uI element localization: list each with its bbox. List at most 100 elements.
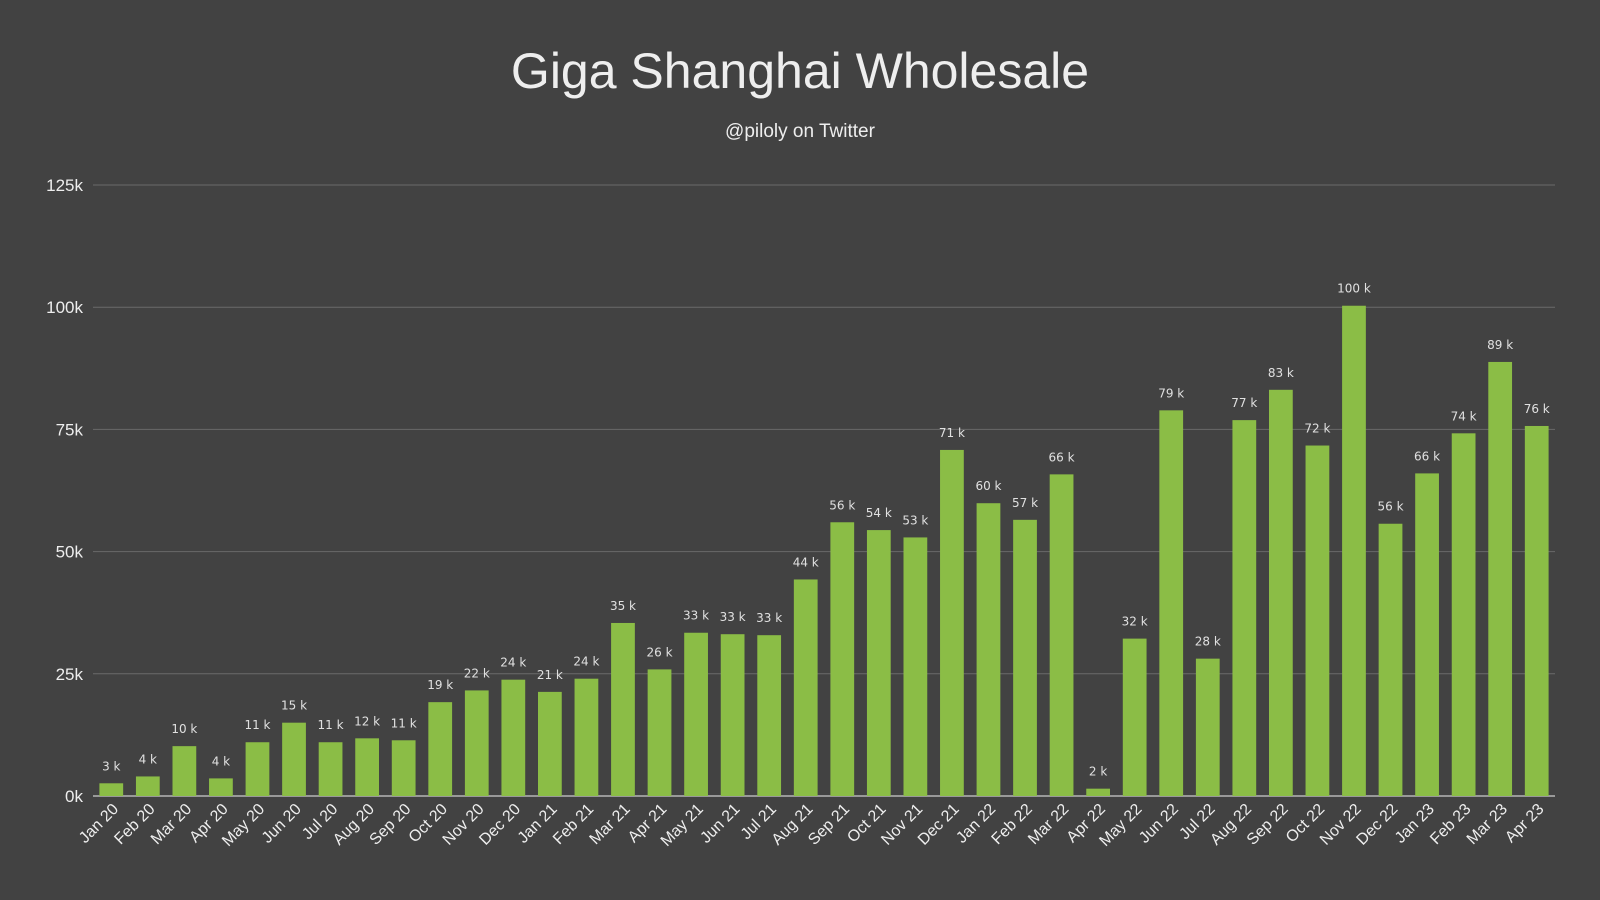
data-label: 22 k	[464, 666, 490, 680]
x-tick-label: Mar 20	[148, 801, 195, 848]
data-label: 66 k	[1049, 450, 1075, 464]
y-tick-label: 125k	[46, 176, 83, 195]
data-label: 77 k	[1231, 396, 1257, 410]
bar	[1013, 519, 1037, 796]
data-label: 72 k	[1304, 422, 1330, 436]
data-label: 33 k	[756, 611, 782, 625]
data-label: 35 k	[610, 599, 636, 613]
bar	[1268, 389, 1293, 796]
data-label: 54 k	[866, 506, 892, 520]
data-label: 32 k	[1122, 615, 1148, 629]
chart-title: Giga Shanghai Wholesale	[510, 43, 1090, 99]
bar	[611, 622, 635, 796]
bar	[940, 449, 964, 796]
data-label: 24 k	[500, 656, 526, 670]
data-label: 21 k	[537, 668, 563, 682]
data-label: 4 k	[139, 752, 157, 766]
data-label: 66 k	[1414, 449, 1440, 463]
data-label: 60 k	[975, 479, 1001, 493]
x-tick-label: Dec 22	[1353, 801, 1401, 849]
data-label: 56 k	[829, 498, 855, 512]
x-tick-label: Sep 21	[805, 801, 853, 849]
bar	[684, 632, 708, 796]
data-label: 53 k	[902, 513, 928, 527]
bar	[464, 690, 489, 796]
y-tick-label: 25k	[56, 665, 84, 684]
bar	[1342, 305, 1366, 796]
data-label: 3 k	[102, 759, 120, 773]
data-label: 83 k	[1268, 366, 1294, 380]
bar	[391, 740, 416, 796]
bar	[282, 722, 306, 796]
data-label: 24 k	[573, 655, 599, 669]
bar	[574, 678, 599, 796]
data-label: 71 k	[939, 426, 965, 440]
data-label: 11 k	[244, 718, 270, 732]
x-tick-label: Mar 21	[587, 801, 634, 848]
bar	[209, 778, 233, 796]
x-tick-label: Jun 20	[259, 801, 305, 847]
bar	[647, 669, 672, 796]
bar	[866, 530, 891, 796]
data-label: 2 k	[1089, 765, 1107, 779]
bar	[1415, 473, 1439, 796]
bar	[757, 635, 782, 796]
bar	[245, 742, 270, 796]
data-label: 26 k	[647, 645, 673, 659]
y-tick-label: 50k	[56, 543, 84, 562]
bar	[355, 738, 380, 796]
bar	[1195, 658, 1220, 796]
data-label: 57 k	[1012, 496, 1038, 510]
bar	[501, 679, 526, 796]
bar	[135, 776, 160, 796]
bar	[793, 579, 818, 796]
x-tick-label: Mar 22	[1025, 801, 1072, 848]
x-tick-label: Dec 20	[476, 801, 524, 849]
data-label: 79 k	[1158, 386, 1184, 400]
bar	[720, 634, 745, 796]
chart-subtitle: @piloly on Twitter	[725, 121, 875, 142]
data-label: 28 k	[1195, 635, 1221, 649]
data-label: 74 k	[1451, 409, 1477, 423]
bar	[830, 522, 855, 796]
x-tick-label: Sep 22	[1244, 801, 1292, 849]
data-label: 4 k	[212, 754, 230, 768]
bar	[1524, 425, 1549, 796]
bar	[1305, 445, 1330, 796]
x-tick-label: Jun 22	[1136, 801, 1182, 847]
x-tick-label: Mar 23	[1464, 801, 1511, 848]
data-label: 19 k	[427, 678, 453, 692]
data-label: 15 k	[281, 699, 307, 713]
bar	[1488, 361, 1513, 796]
y-tick-label: 100k	[46, 298, 83, 317]
bar	[1232, 420, 1257, 796]
y-tick-label: 0k	[65, 787, 83, 806]
y-tick-label: 75k	[56, 420, 84, 439]
data-label: 12 k	[354, 714, 380, 728]
bar	[428, 702, 453, 796]
data-label: 33 k	[720, 610, 746, 624]
bar	[172, 746, 197, 796]
data-label: 10 k	[171, 722, 197, 736]
bar	[99, 783, 124, 796]
bar	[1451, 433, 1476, 796]
bar	[1049, 474, 1074, 796]
bar	[1378, 523, 1403, 796]
x-tick-label: Apr 23	[1502, 801, 1547, 846]
bar	[1122, 638, 1147, 796]
bar	[318, 742, 343, 796]
data-label: 56 k	[1378, 500, 1404, 514]
data-label: 11 k	[391, 716, 417, 730]
x-tick-label: Jun 21	[697, 801, 743, 847]
data-label: 33 k	[683, 609, 709, 623]
bar	[537, 691, 562, 796]
bar	[1159, 410, 1184, 796]
bar	[903, 537, 928, 796]
x-tick-label: Sep 20	[367, 801, 415, 849]
data-label: 100 k	[1337, 282, 1371, 296]
x-tick-label: Dec 21	[915, 801, 963, 849]
data-label: 89 k	[1487, 338, 1513, 352]
data-label: 44 k	[793, 555, 819, 569]
